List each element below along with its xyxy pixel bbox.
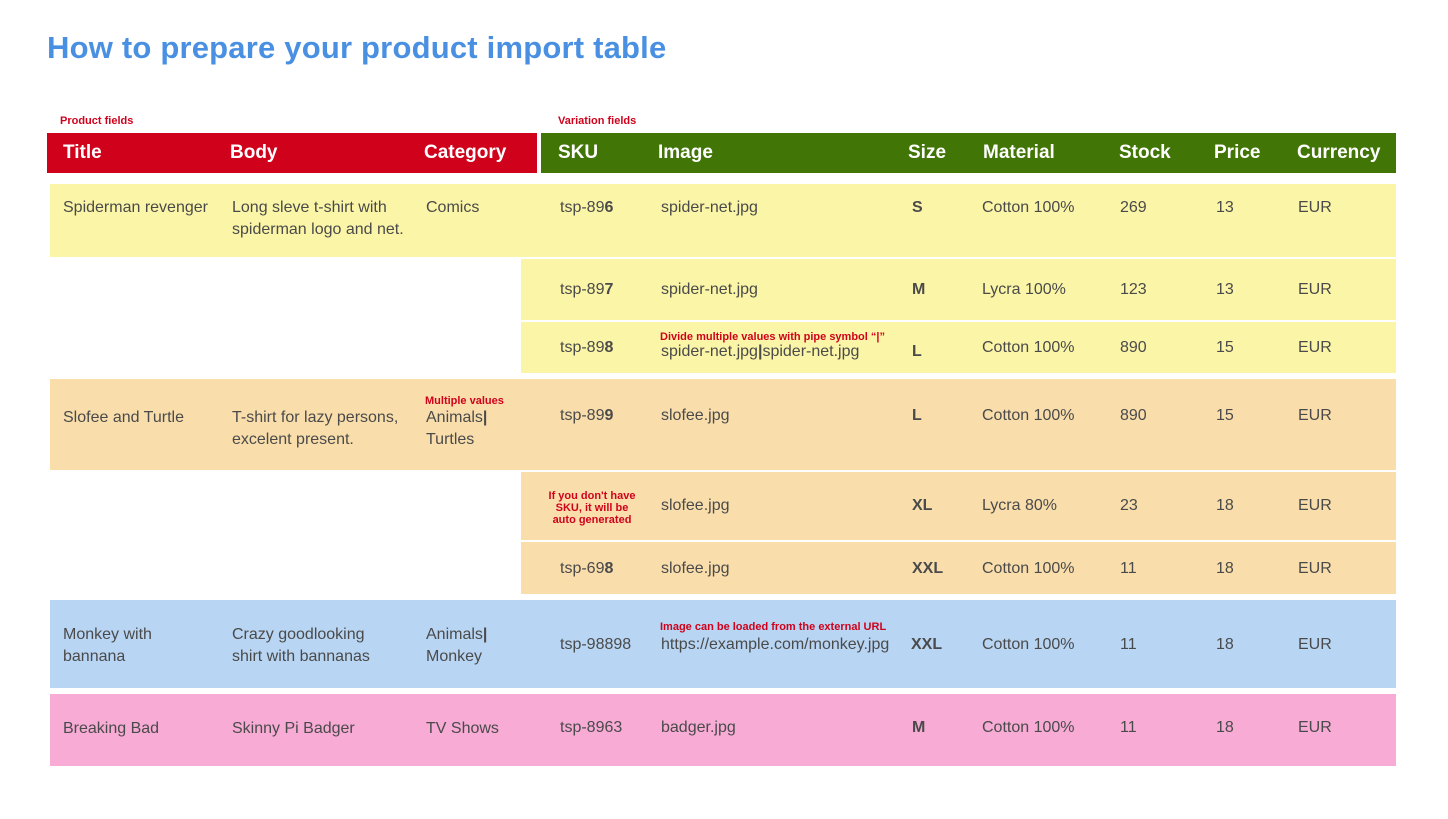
header-sku: SKU — [558, 142, 599, 163]
header-image: Image — [658, 142, 713, 163]
variation-material: Lycra 80% — [982, 497, 1057, 514]
variation-material: Cotton 100% — [982, 199, 1075, 216]
variation-currency: EUR — [1298, 497, 1332, 514]
variation-sku: tsp-98898 — [560, 636, 632, 653]
variation-stock: 23 — [1120, 497, 1138, 514]
product-body: Skinny Pi Badger — [232, 720, 355, 737]
multiple-values-note: Multiple values — [425, 395, 504, 407]
variation-currency: EUR — [1298, 636, 1332, 653]
variation-price: 18 — [1216, 560, 1234, 577]
variation-image: slofee.jpg — [661, 560, 730, 577]
row-band — [50, 694, 1396, 766]
variation-price: 18 — [1216, 719, 1234, 736]
variation-size: XXL — [912, 560, 944, 577]
variation-size: L — [912, 343, 922, 360]
variation-material: Cotton 100% — [982, 560, 1075, 577]
product-fields-label: Product fields — [60, 115, 134, 127]
variation-stock: 11 — [1120, 719, 1137, 736]
row-band — [50, 184, 1396, 257]
variation-price: 15 — [1216, 339, 1234, 356]
header-size: Size — [908, 142, 947, 163]
pipe-symbol-note: Divide multiple values with pipe symbol … — [660, 331, 885, 343]
product-category: Animals| Monkey — [426, 626, 488, 665]
product-body: Crazy goodlooking shirt with bannanas — [232, 626, 370, 665]
external-url-note: Image can be loaded from the external UR… — [660, 621, 887, 633]
row-band — [521, 322, 1396, 373]
header-currency: Currency — [1297, 142, 1381, 163]
product-title: Slofee and Turtle — [63, 409, 184, 426]
variation-currency: EUR — [1298, 407, 1332, 424]
variation-image: badger.jpg — [661, 719, 736, 736]
variation-material: Cotton 100% — [982, 339, 1075, 356]
variation-image: spider-net.jpg — [661, 199, 758, 216]
variation-sku: tsp-8963 — [560, 719, 623, 736]
header-stock: Stock — [1119, 142, 1171, 163]
variation-stock: 11 — [1120, 560, 1137, 577]
product-title: Monkey with bannana — [63, 626, 152, 665]
header-material: Material — [983, 142, 1055, 163]
variation-fields-label: Variation fields — [558, 115, 637, 127]
header-price: Price — [1214, 142, 1261, 163]
header-title: Title — [63, 142, 102, 163]
row-band — [50, 379, 1396, 470]
product-category: TV Shows — [426, 720, 499, 737]
variation-currency: EUR — [1298, 199, 1332, 216]
variation-material: Cotton 100% — [982, 636, 1075, 653]
variation-stock: 890 — [1120, 339, 1147, 356]
auto-sku-note: If you don't have SKU, it will be auto gen… — [548, 490, 636, 526]
variation-size: XXL — [911, 636, 943, 653]
variation-image: https://example.com/monkey.jpg — [661, 636, 890, 653]
product-body: T-shirt for lazy persons, excelent presen… — [232, 409, 399, 448]
variation-material: Cotton 100% — [982, 719, 1075, 736]
variation-size: S — [912, 199, 923, 216]
variation-currency: EUR — [1298, 281, 1332, 298]
variation-currency: EUR — [1298, 339, 1332, 356]
variation-header-bar — [541, 133, 1396, 173]
variation-currency: EUR — [1298, 560, 1332, 577]
product-body: Long sleve t-shirt with spiderman logo an… — [232, 199, 404, 238]
row-band — [521, 259, 1396, 320]
variation-image: slofee.jpg — [661, 497, 730, 514]
product-category: Comics — [426, 199, 480, 216]
variation-material: Lycra 100% — [982, 281, 1066, 298]
variation-sku: tsp-898 — [560, 339, 614, 356]
variation-price: 15 — [1216, 407, 1234, 424]
variation-stock: 11 — [1120, 636, 1137, 653]
variation-image: spider-net.jpg|spider-net.jpg — [661, 343, 860, 360]
variation-sku: tsp-896 — [560, 199, 614, 216]
variation-material: Cotton 100% — [982, 407, 1075, 424]
variation-image: spider-net.jpg — [661, 281, 758, 298]
page-title: How to prepare your product import table — [47, 30, 667, 65]
variation-size: L — [912, 407, 922, 424]
product-header-bar — [47, 133, 537, 173]
variation-currency: EUR — [1298, 719, 1332, 736]
variation-stock: 123 — [1120, 281, 1147, 298]
row-band — [521, 472, 1396, 540]
variation-stock: 269 — [1120, 199, 1147, 216]
variation-size: M — [912, 281, 926, 298]
product-category: Animals| Turtles — [426, 409, 488, 448]
variation-sku: tsp-897 — [560, 281, 614, 298]
variation-price: 13 — [1216, 281, 1234, 298]
variation-image: slofee.jpg — [661, 407, 730, 424]
variation-size: XL — [912, 497, 933, 514]
variation-stock: 890 — [1120, 407, 1147, 424]
header-body: Body — [230, 142, 278, 163]
row-band — [50, 600, 1396, 688]
variation-price: 18 — [1216, 636, 1234, 653]
row-band — [521, 542, 1396, 594]
variation-sku: tsp-698 — [560, 560, 614, 577]
variation-price: 18 — [1216, 497, 1234, 514]
product-title: Breaking Bad — [63, 720, 160, 737]
variation-size: M — [912, 719, 926, 736]
product-title: Spiderman revenger — [63, 199, 208, 216]
variation-price: 13 — [1216, 199, 1234, 216]
header-category: Category — [424, 142, 507, 163]
variation-sku: tsp-899 — [560, 407, 614, 424]
